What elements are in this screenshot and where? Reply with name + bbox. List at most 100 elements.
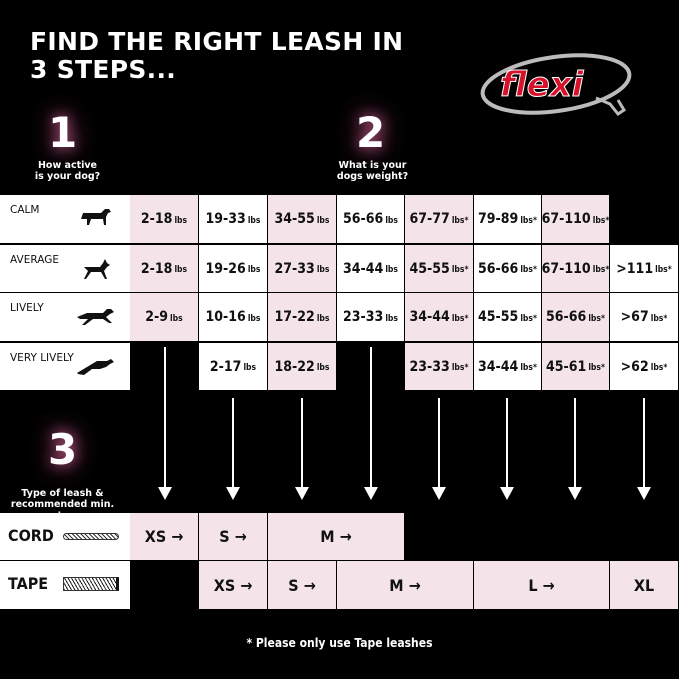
weight-range: 34-55 [274,211,315,227]
leash-size-s: S → [268,561,336,609]
weight-cell: 67-110 lbs* [542,195,609,243]
row-label-very-lively: VERY LIVELY [0,343,130,390]
weight-cell: 56-66 lbs* [542,293,609,341]
weight-unit: lbs [385,215,398,226]
weight-range: 79-89 [478,211,519,227]
calm-dog-icon [81,209,111,225]
weight-unit: lbs [316,363,330,373]
weight-range: >111 [616,260,654,277]
weight-cell: >62 lbs* [610,343,678,390]
weight-unit: lbs [170,313,183,324]
weight-cell: 27-33 lbs [268,245,336,292]
leash-label-cord: CORD [0,513,130,560]
weight-range: 2-18 [140,260,173,277]
flexi-logo: flexi [480,53,632,117]
activity-label: CALM [10,204,40,216]
weight-cell: 56-66 lbs* [474,245,541,292]
weight-range: 2-17 [209,358,242,375]
weight-unit: lbs* [451,215,469,226]
weight-cell: 10-16 lbs [199,293,267,341]
weight-range: 23-33 [409,358,450,375]
weight-cell: 56-66 lbs [337,195,404,243]
title-line-1: FIND THE RIGHT LEASH IN [30,27,404,56]
weight-range: 10-16 [205,309,246,325]
leash-size-m: M → [337,561,473,609]
weight-cell: 23-33 lbs* [405,343,473,390]
weight-range: >67 [620,309,649,325]
leash-size-s: S → [199,513,267,560]
weight-unit: lbs* [451,265,469,275]
leash-type-label: CORD [8,526,54,545]
leash-size-l: L → [474,561,609,609]
weight-unit: lbs* [592,215,610,226]
weight-range: 34-44 [478,358,519,375]
weight-range: 17-22 [274,309,315,325]
down-arrow-icon [295,398,309,500]
activity-label: LIVELY [10,302,44,314]
down-arrow-icon [637,398,651,500]
step-1-number: 1 [48,108,78,157]
tape-icon [63,577,119,591]
weight-range: 56-66 [478,260,519,277]
walking-dog-icon [81,259,110,279]
weight-unit: lbs* [520,363,537,373]
weight-cell: 45-55 lbs* [474,293,541,341]
weight-range: 45-55 [478,309,519,325]
down-arrow-icon [364,347,378,500]
weight-cell: 18-22 lbs [268,343,336,390]
weight-cell: 19-33 lbs [199,195,267,243]
weight-range: >62 [620,358,649,375]
weight-cell: 45-61 lbs* [542,343,609,390]
weight-unit: lbs* [520,313,537,324]
weight-unit: lbs* [451,313,469,324]
step-3-number: 3 [48,425,78,474]
weight-unit: lbs [316,313,330,324]
down-arrow-icon [500,398,514,500]
row-label-calm: CALM [0,195,130,243]
weight-range: 56-66 [343,211,384,227]
weight-range: 67-77 [409,211,450,227]
weight-cell: 34-44 lbs [337,245,404,292]
footnote: * Please only use Tape leashes [246,636,433,650]
activity-label: AVERAGE [10,254,59,266]
weight-range: 45-61 [546,358,587,375]
running-dog-icon [77,309,114,325]
weight-range: 45-55 [409,260,450,277]
weight-unit: lbs* [650,313,668,324]
leash-size-xs: XS → [199,561,267,609]
weight-range: 56-66 [546,309,587,325]
leash-label-tape: TAPE [0,561,130,609]
weight-cell: 17-22 lbs [268,293,336,341]
weight-unit: lbs* [588,363,605,373]
weight-unit: lbs [316,265,330,275]
weight-cell: 2-18 lbs [130,195,198,243]
sprinting-dog-icon [77,359,114,375]
weight-cell: 79-89 lbs* [474,195,541,243]
weight-cell: 2-18 lbs [130,245,198,292]
weight-cell: 2-9 lbs [130,293,198,341]
weight-cell: >67 lbs* [610,293,678,341]
weight-range: 67-110 [541,260,591,277]
leash-size-xl: XL [610,561,678,609]
weight-unit: lbs* [655,265,672,275]
weight-unit: lbs [247,265,261,275]
weight-unit: lbs [385,313,398,324]
weight-range: 19-26 [205,260,246,277]
weight-cell: 67-77 lbs* [405,195,473,243]
weight-range: 2-18 [140,211,173,227]
weight-unit: lbs [174,265,188,275]
leash-size-m: M → [268,513,404,560]
weight-unit: lbs [174,215,188,226]
down-arrow-icon [432,398,446,500]
weight-unit: lbs [243,363,257,373]
step-2-number: 2 [356,108,386,157]
weight-cell: >111 lbs* [610,245,678,292]
weight-unit: lbs* [650,363,668,373]
cord-icon [63,533,119,540]
weight-range: 34-44 [343,260,384,277]
weight-range: 67-110 [541,211,591,227]
svg-text:flexi: flexi [500,65,585,105]
weight-unit: lbs* [520,215,537,226]
weight-range: 23-33 [343,309,384,325]
activity-label: VERY LIVELY [10,352,74,364]
